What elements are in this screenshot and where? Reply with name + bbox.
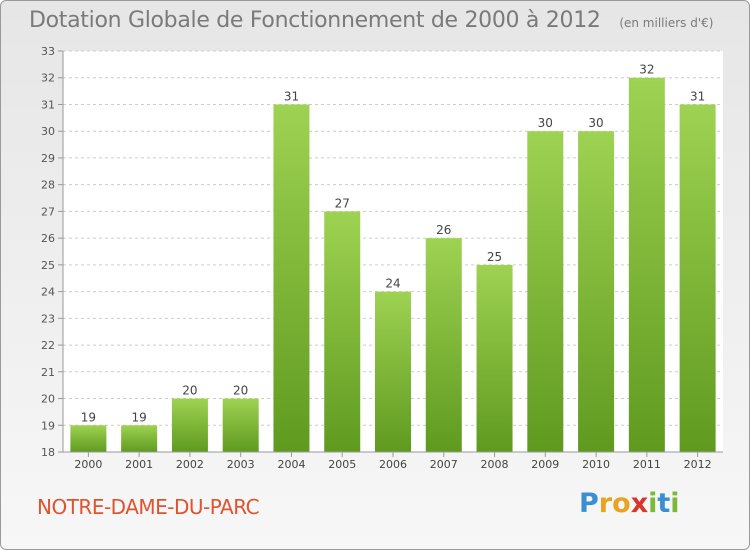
bar-value-label: 31 (284, 89, 299, 103)
bar-value-label: 30 (538, 116, 553, 130)
x-tick-label: 2010 (582, 458, 610, 471)
bar-value-label: 20 (233, 384, 248, 398)
proxiti-logo: Proxiti (579, 488, 680, 519)
bar (273, 104, 310, 452)
bar (375, 291, 411, 452)
bar-value-label: 25 (487, 250, 502, 264)
y-tick-label: 25 (41, 259, 55, 272)
bar-value-label: 19 (132, 410, 147, 424)
x-tick-label: 2000 (74, 458, 102, 471)
chart-title: Dotation Globale de Fonctionnement de 20… (29, 8, 713, 33)
bar-value-label: 19 (81, 410, 96, 424)
city-name: NOTRE-DAME-DU-PARC (37, 495, 260, 519)
x-tick-label: 2012 (684, 458, 712, 471)
y-tick-label: 29 (41, 152, 55, 165)
y-tick-label: 26 (41, 232, 55, 245)
y-tick-label: 27 (41, 205, 55, 218)
logo-letter: r (598, 488, 613, 519)
x-tick-label: 2011 (633, 458, 661, 471)
x-tick-label: 2009 (531, 458, 559, 471)
logo-letter: i (670, 488, 680, 519)
logo-letter: i (648, 488, 658, 519)
bar (628, 77, 665, 452)
y-tick-label: 28 (41, 179, 55, 192)
y-tick-label: 19 (41, 419, 55, 432)
bar (171, 398, 208, 452)
y-tick-label: 33 (41, 45, 55, 58)
x-tick-label: 2004 (277, 458, 305, 471)
bar (679, 104, 716, 452)
x-tick-label: 2008 (481, 458, 509, 471)
x-tick-label: 2007 (430, 458, 458, 471)
bar (222, 398, 259, 452)
x-tick-label: 2002 (176, 458, 204, 471)
y-tick-label: 30 (41, 125, 55, 138)
x-tick-label: 2006 (379, 458, 407, 471)
bar-value-label: 26 (436, 223, 451, 237)
x-tick-label: 2005 (328, 458, 356, 471)
chart-title-text: Dotation Globale de Fonctionnement de 20… (29, 8, 601, 33)
bar (578, 131, 615, 452)
bar (527, 131, 564, 452)
bar-value-label: 31 (690, 89, 705, 103)
logo-letter: t (657, 488, 671, 519)
bar (324, 211, 361, 452)
bar-value-label: 20 (182, 384, 197, 398)
bar-value-label: 30 (588, 116, 603, 130)
logo-letter: o (612, 488, 631, 519)
y-tick-label: 22 (41, 339, 55, 352)
x-tick-label: 2003 (227, 458, 255, 471)
y-tick-label: 23 (41, 312, 55, 325)
x-tick-label: 2001 (125, 458, 153, 471)
chart-subtitle: (en milliers d'€) (619, 16, 714, 30)
logo-letter: P (579, 488, 599, 519)
y-tick-label: 18 (41, 446, 55, 459)
y-tick-label: 20 (41, 393, 55, 406)
bar (121, 425, 158, 452)
y-tick-label: 24 (41, 286, 55, 299)
y-tick-label: 21 (41, 366, 55, 379)
bar (476, 264, 513, 452)
bar-value-label: 24 (385, 277, 400, 291)
bar (425, 238, 462, 452)
y-tick-label: 31 (41, 98, 55, 111)
y-tick-label: 32 (41, 72, 55, 85)
bar-value-label: 32 (639, 63, 654, 77)
logo-letter: x (630, 488, 649, 519)
bar-value-label: 27 (335, 196, 350, 210)
bar (70, 425, 107, 452)
